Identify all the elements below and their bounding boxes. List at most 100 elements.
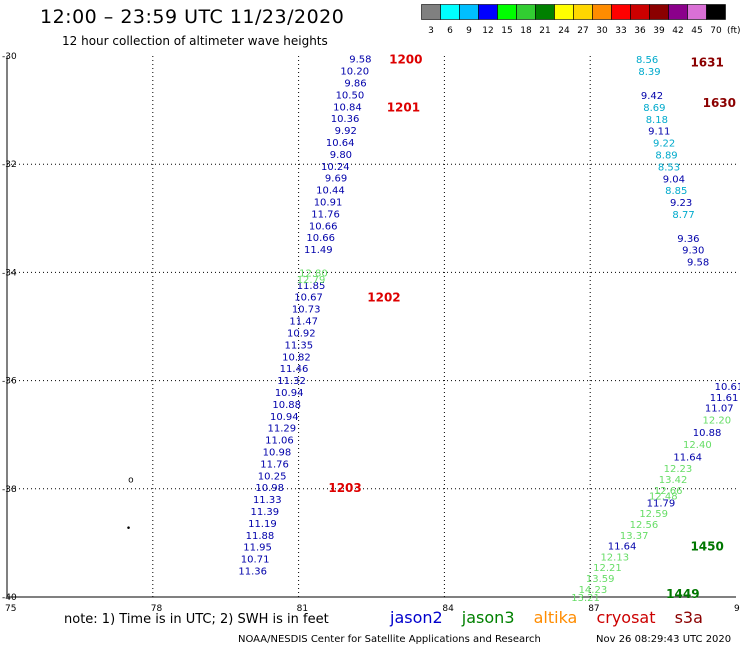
wave-height-label-jason2: 10.36: [331, 114, 360, 125]
wave-height-label-jason2: 10.50: [336, 90, 365, 101]
wave-height-label-jason3: 13.42: [659, 475, 688, 486]
wave-height-label-jason3: 12.80: [299, 268, 328, 279]
legend-label: 39: [653, 26, 665, 36]
wave-height-label-jason2: 11.85: [297, 281, 326, 292]
wave-height-label-jason3: 13.37: [620, 531, 649, 542]
wave-height-label-jason3: 12.66: [654, 486, 683, 497]
wave-height-label-jason2: 10.92: [287, 328, 316, 339]
wave-height-label-jason2: 10.88: [693, 428, 722, 439]
wave-height-label-jason2: 11.36: [238, 566, 267, 577]
legend-label: 27: [577, 26, 588, 36]
wave-height-label-jason2: 10.98: [255, 483, 284, 494]
sat-cryosat: cryosat: [596, 608, 656, 627]
wave-height-label-jason3: 14.23: [579, 585, 608, 596]
wave-height-label-altika: 8.69: [643, 103, 665, 114]
wave-height-label-jason2: 9.23: [670, 198, 692, 209]
wave-height-label-jason2: 10.66: [309, 221, 338, 232]
x-tick-label: 84: [442, 604, 454, 614]
wave-height-label-jason3: 12.40: [683, 440, 712, 451]
wave-height-label-jason2: 10.73: [292, 305, 321, 316]
legend-label: 33: [615, 26, 626, 36]
wave-height-label-jason2: 11.06: [265, 436, 294, 447]
x-tick-label: 87: [588, 604, 599, 614]
wave-height-label-jason2: 11.61: [710, 393, 739, 404]
time-label: 1202: [367, 291, 400, 305]
wave-height-label-jason2: 9.92: [335, 126, 357, 137]
wave-height-label-altika: 8.77: [672, 210, 694, 221]
wave-height-label-jason3: 12.13: [600, 552, 629, 563]
y-tick-label: -30: [2, 52, 17, 62]
wave-height-label-jason3: 12.56: [630, 520, 659, 531]
wave-height-label-jason2: 11.29: [268, 424, 297, 435]
time-label: 1201: [387, 100, 420, 114]
legend-label: 9: [466, 26, 472, 36]
wave-height-label-jason2: 9.80: [330, 150, 352, 161]
legend-label: 42: [672, 26, 683, 36]
wave-height-label-altika: 9.22: [653, 139, 675, 150]
wave-height-label-jason2: 10.25: [258, 471, 287, 482]
wave-height-label-jason2: 11.47: [289, 317, 318, 328]
wave-height-label-altika: 8.89: [655, 150, 677, 161]
generated-timestamp: Nov 26 08:29:43 UTC 2020: [596, 634, 732, 645]
wave-height-label-jason2: 11.35: [285, 340, 314, 351]
wave-height-label-jason2: 9.11: [648, 127, 670, 138]
wave-height-label-jason2: 10.98: [263, 447, 292, 458]
wave-height-label-jason2: 9.42: [641, 91, 663, 102]
sat-s3a: s3a: [674, 608, 703, 627]
legend-label: 21: [539, 26, 550, 36]
wave-height-label-jason2: 11.39: [251, 507, 280, 518]
wave-height-label-jason2: 11.46: [280, 364, 309, 375]
wave-height-label-jason2: 9.36: [677, 234, 699, 245]
wave-height-label-altika: 8.85: [665, 186, 687, 197]
y-tick-label: -32: [2, 160, 17, 170]
wave-height-label-jason2: 11.95: [243, 543, 272, 554]
wave-height-label-jason2: 11.88: [246, 531, 275, 542]
wave-height-label-jason2: 11.32: [277, 376, 306, 387]
wave-height-label-jason2: 10.88: [272, 400, 301, 411]
wave-height-label-jason2: 10.24: [321, 162, 350, 173]
legend-label: 15: [501, 26, 512, 36]
wave-height-label-jason2: 9.86: [344, 79, 366, 90]
legend-swatch: [706, 4, 726, 20]
legend-label: 30: [596, 26, 608, 36]
time-label: 1200: [389, 53, 422, 67]
wave-height-label-jason2: 11.07: [705, 404, 734, 415]
wave-height-label-jason2: 10.66: [306, 233, 335, 244]
wave-height-label-jason2: 10.67: [294, 293, 323, 304]
wave-height-label-jason3: 12.59: [639, 509, 668, 520]
sat-jason3: jason3: [461, 608, 515, 627]
wave-height-label-jason3: 12.79: [297, 275, 326, 286]
time-label: 1203: [328, 481, 361, 495]
legend-label: 45: [691, 26, 702, 36]
wave-height-label-jason3: 13.21: [571, 593, 600, 604]
wave-height-label-jason2: 10.61: [715, 382, 740, 393]
wave-height-label-jason2: 11.76: [311, 209, 340, 220]
wave-height-label-jason2: 9.30: [682, 246, 704, 257]
wave-height-label-jason2: 10.44: [316, 186, 345, 197]
wave-height-label-jason2: 9.69: [325, 174, 347, 185]
legend-label: 24: [558, 26, 570, 36]
x-tick-label: 75: [5, 604, 16, 614]
wave-height-label-altika: 8.56: [636, 55, 658, 66]
wave-height-label-jason2: 11.79: [647, 498, 676, 509]
wave-height-label-jason2: 11.64: [608, 542, 637, 553]
island-mark: •: [126, 524, 131, 534]
wave-height-label-jason2: 9.58: [349, 55, 371, 66]
legend-label: 6: [447, 26, 453, 36]
time-label: 1630: [703, 96, 736, 110]
time-label: 1449: [666, 587, 699, 601]
wave-height-label-jason2: 11.76: [260, 459, 289, 470]
chart-subtitle: 12 hour collection of altimeter wave hei…: [62, 34, 328, 48]
wave-height-label-jason2: 10.64: [326, 138, 355, 149]
sat-altika: altika: [533, 608, 578, 627]
x-tick-label: 90: [734, 604, 740, 614]
y-tick-label: -36: [2, 377, 17, 387]
wave-height-label-jason2: 10.20: [340, 67, 369, 78]
wave-height-label-jason2: 11.64: [673, 452, 702, 463]
time-label: 1450: [690, 540, 723, 554]
wave-height-label-jason3: 12.20: [702, 416, 731, 427]
wave-height-label-jason3: 12.23: [664, 464, 693, 475]
wave-height-label-altika: 8.18: [646, 115, 668, 126]
wave-height-label-jason2: 11.33: [253, 495, 282, 506]
